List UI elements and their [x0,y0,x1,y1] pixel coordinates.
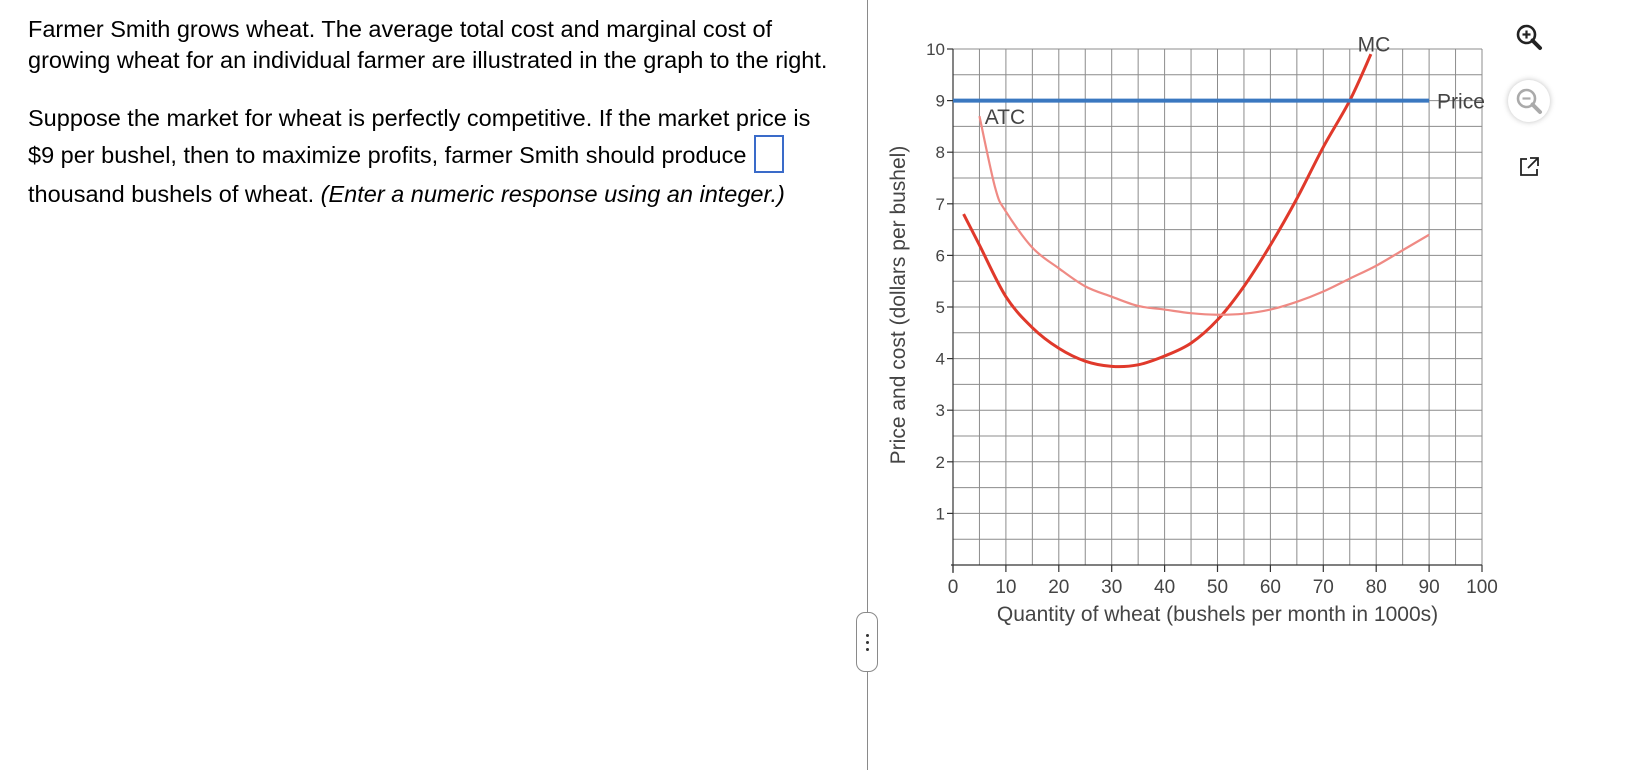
pane-divider[interactable] [867,0,868,770]
x-tick-label: 100 [1466,577,1498,598]
series-line-mc [962,53,1373,369]
y-tick-label: 8 [936,143,945,162]
y-tick-label: 9 [936,92,945,111]
y-tick-label: 1 [936,504,945,523]
x-tick-label: 20 [1048,577,1069,598]
y-tick-label: 6 [936,246,945,265]
answer-hint: (Enter a numeric response using an integ… [320,180,785,207]
y-tick-label: 3 [936,401,945,420]
zoom-in-icon [1516,24,1542,50]
x-tick-label: 50 [1207,577,1228,598]
question-intro: Farmer Smith grows wheat. The average to… [28,16,828,73]
question-text: Farmer Smith grows wheat. The average to… [28,14,828,240]
x-tick-label: 30 [1101,577,1122,598]
y-tick-label: 7 [936,195,945,214]
zoom-in-button[interactable] [1508,16,1550,58]
x-tick-label: 0 [948,577,959,598]
question-prompt-before: Suppose the market for wheat is perfectl… [28,105,811,168]
y-tick-label: 10 [926,40,945,59]
y-tick-label: 4 [936,350,945,369]
x-tick-label: 80 [1366,577,1387,598]
series-label-price: Price [1437,90,1485,113]
series-label-atc: ATC [985,106,1025,129]
x-tick-label: 70 [1313,577,1334,598]
x-axis-label: Quantity of wheat (bushels per month in … [997,603,1438,626]
external-link-icon [1520,157,1539,176]
answer-input[interactable] [754,134,785,173]
popout-button[interactable] [1508,146,1550,188]
x-tick-label: 10 [995,577,1016,598]
y-axis-label: Price and cost (dollars per bushel) [887,146,910,465]
x-tick-label: 40 [1154,577,1175,598]
zoom-out-button[interactable] [1508,80,1550,122]
y-tick-label: 5 [936,298,945,317]
pane-resize-handle[interactable] [856,612,878,672]
x-tick-label: 60 [1260,577,1281,598]
grid-lines [952,48,1483,566]
zoom-out-icon [1516,88,1542,114]
question-prompt: Suppose the market for wheat is perfectl… [28,100,828,213]
graph-pane: 1 2 3 4 5 6 7 8 9 10 0 10 20 30 40 50 60 70 80 90 100 Quantit… [868,0,1632,770]
series-label-mc: MC [1358,34,1391,57]
question-prompt-after: thousand bushels of wheat. [28,180,315,207]
y-tick-label: 2 [936,453,945,472]
question-pane: Farmer Smith grows wheat. The average to… [28,14,828,240]
series-line-atc [978,115,1430,316]
x-tick-label: 90 [1419,577,1440,598]
